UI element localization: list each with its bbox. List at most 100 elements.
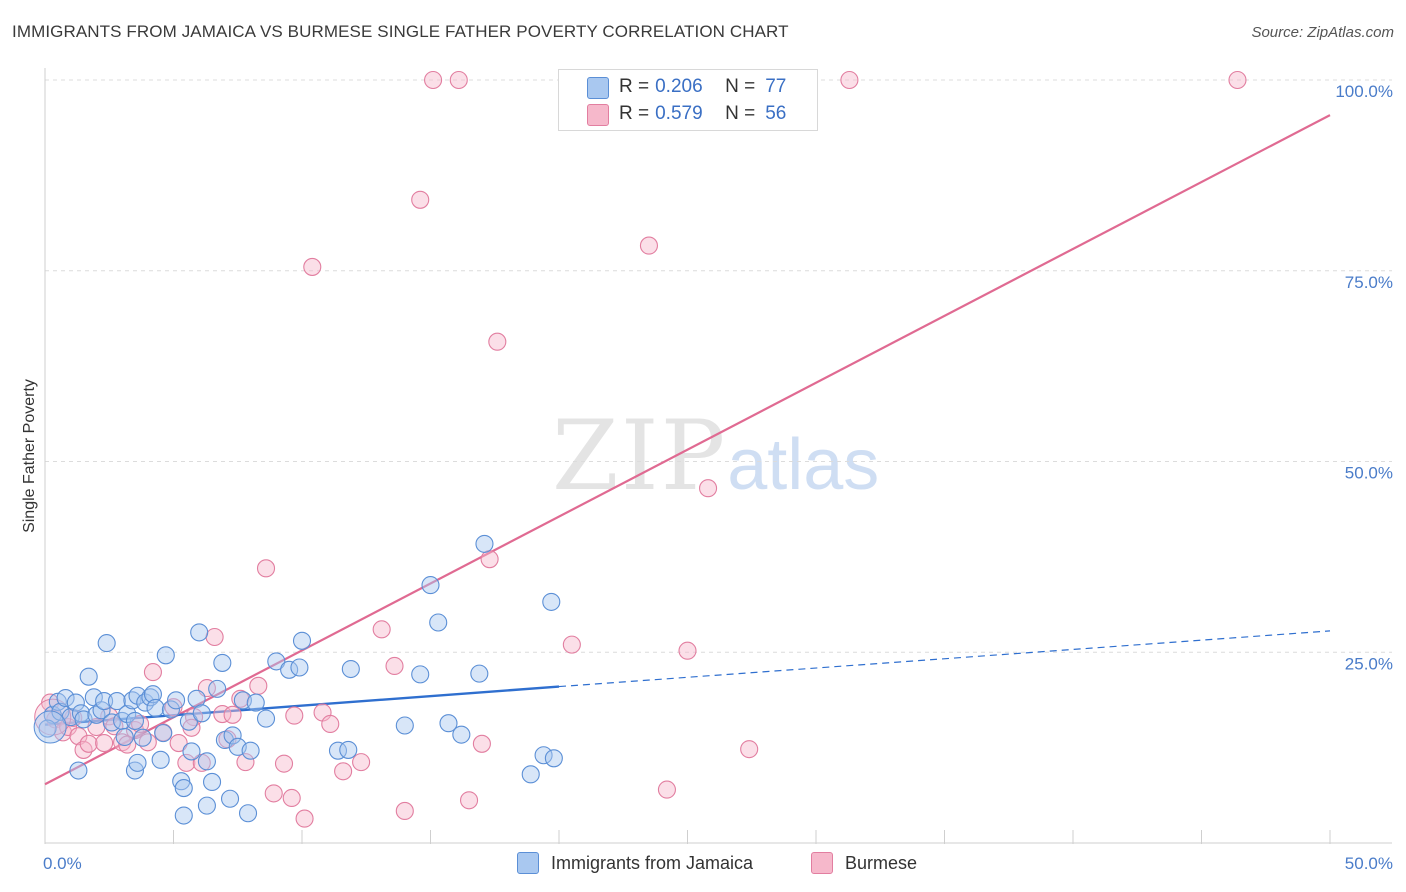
point-jamaica xyxy=(69,761,88,780)
point-burmese xyxy=(79,734,98,753)
point-burmese xyxy=(295,809,314,828)
legend-swatch-jamaica xyxy=(587,77,609,99)
point-jamaica xyxy=(246,693,265,712)
point-burmese xyxy=(256,559,276,578)
point-burmese xyxy=(459,791,479,810)
point-burmese xyxy=(223,705,242,724)
legend-swatch-burmese xyxy=(811,852,833,874)
point-jamaica xyxy=(154,724,173,743)
point-burmese xyxy=(657,780,676,799)
point-jamaica xyxy=(290,658,309,677)
point-burmese xyxy=(372,620,391,639)
point-jamaica xyxy=(395,716,414,735)
jamaica-points xyxy=(33,534,563,825)
axes xyxy=(44,68,1392,844)
point-jamaica xyxy=(192,704,211,723)
point-burmese xyxy=(131,714,150,734)
point-jamaica xyxy=(143,685,162,704)
point-burmese xyxy=(69,727,88,746)
point-burmese xyxy=(236,753,255,772)
point-jamaica xyxy=(56,688,75,708)
point-jamaica xyxy=(197,752,216,771)
point-burmese xyxy=(395,801,414,821)
point-burmese xyxy=(164,698,183,717)
chart-title: IMMIGRANTS FROM JAMAICA VS BURMESE SINGL… xyxy=(12,22,789,41)
point-burmese xyxy=(274,754,294,773)
point-jamaica xyxy=(534,746,553,765)
point-jamaica xyxy=(167,691,186,710)
legend-swatch-jamaica xyxy=(517,852,539,874)
point-jamaica xyxy=(161,700,180,719)
point-burmese xyxy=(840,70,859,90)
point-burmese xyxy=(169,733,188,753)
point-jamaica xyxy=(95,692,114,711)
legend-r-label: R = xyxy=(619,103,650,124)
point-burmese xyxy=(213,705,232,724)
stats-legend: R = 0.206 N = 77 R = 0.579 N = 56 xyxy=(558,69,818,131)
legend-item-burmese[interactable]: Burmese xyxy=(811,852,917,874)
point-jamaica xyxy=(151,750,170,769)
legend-r-value: 0.579 xyxy=(655,103,703,124)
point-burmese xyxy=(385,656,404,676)
trend-line-burmese xyxy=(44,114,1331,786)
point-jamaica xyxy=(421,576,440,595)
legend-n-value: 56 xyxy=(765,103,787,124)
point-jamaica xyxy=(115,727,134,746)
point-burmese xyxy=(699,479,718,498)
watermark-zip: ZIP xyxy=(552,400,728,512)
point-jamaica xyxy=(197,796,216,815)
point-jamaica xyxy=(542,592,561,611)
point-burmese xyxy=(321,714,340,734)
point-jamaica xyxy=(133,728,152,747)
point-jamaica xyxy=(411,665,430,684)
point-jamaica xyxy=(223,726,242,745)
grid-lines xyxy=(45,79,1392,653)
point-burmese xyxy=(264,784,283,803)
y-tick-label: 25.0% xyxy=(1345,654,1393,673)
legend-item-jamaica[interactable]: Immigrants from Jamaica xyxy=(517,852,753,874)
legend-row-burmese: R = 0.579 N = 56 xyxy=(587,101,786,127)
point-burmese xyxy=(740,740,759,759)
point-jamaica xyxy=(118,705,137,724)
point-burmese xyxy=(639,236,659,255)
point-jamaica xyxy=(182,742,201,761)
point-jamaica xyxy=(174,779,193,798)
point-jamaica xyxy=(341,659,360,679)
legend-label-burmese: Burmese xyxy=(845,852,918,873)
point-jamaica xyxy=(66,693,85,712)
point-burmese xyxy=(678,641,697,660)
point-jamaica xyxy=(213,653,232,672)
point-jamaica xyxy=(220,789,240,808)
point-jamaica xyxy=(256,709,276,728)
point-jamaica xyxy=(521,765,540,784)
point-burmese xyxy=(562,635,581,654)
legend-swatch-burmese xyxy=(587,104,609,126)
point-jamaica xyxy=(172,772,191,791)
tick-labels: 25.0% 50.0% 75.0% 100.0% 0.0% 50.0% xyxy=(43,82,1393,873)
point-jamaica xyxy=(475,534,494,553)
point-burmese xyxy=(411,190,430,209)
y-tick-label: 100.0% xyxy=(1335,82,1393,101)
legend-r-value: 0.206 xyxy=(655,76,703,97)
point-jamaica xyxy=(429,613,448,632)
point-jamaica xyxy=(128,753,147,772)
point-burmese xyxy=(488,332,507,351)
point-jamaica xyxy=(141,688,160,707)
trend-line-jamaica-extension xyxy=(558,630,1331,688)
point-jamaica xyxy=(328,741,348,760)
point-jamaica xyxy=(38,719,57,738)
legend-row-jamaica: R = 0.206 N = 77 xyxy=(587,74,786,100)
x-tick-label: 50.0% xyxy=(1345,854,1393,873)
y-tick-label: 75.0% xyxy=(1345,273,1393,292)
point-jamaica xyxy=(470,664,489,683)
point-jamaica xyxy=(51,702,70,721)
legend-r-label: R = xyxy=(619,76,650,97)
point-burmese xyxy=(352,753,371,772)
point-burmese xyxy=(205,627,224,647)
point-jamaica xyxy=(79,667,98,686)
point-burmese xyxy=(1228,70,1247,90)
point-jamaica-large xyxy=(33,710,67,744)
point-jamaica xyxy=(146,698,165,717)
point-burmese xyxy=(334,762,353,781)
